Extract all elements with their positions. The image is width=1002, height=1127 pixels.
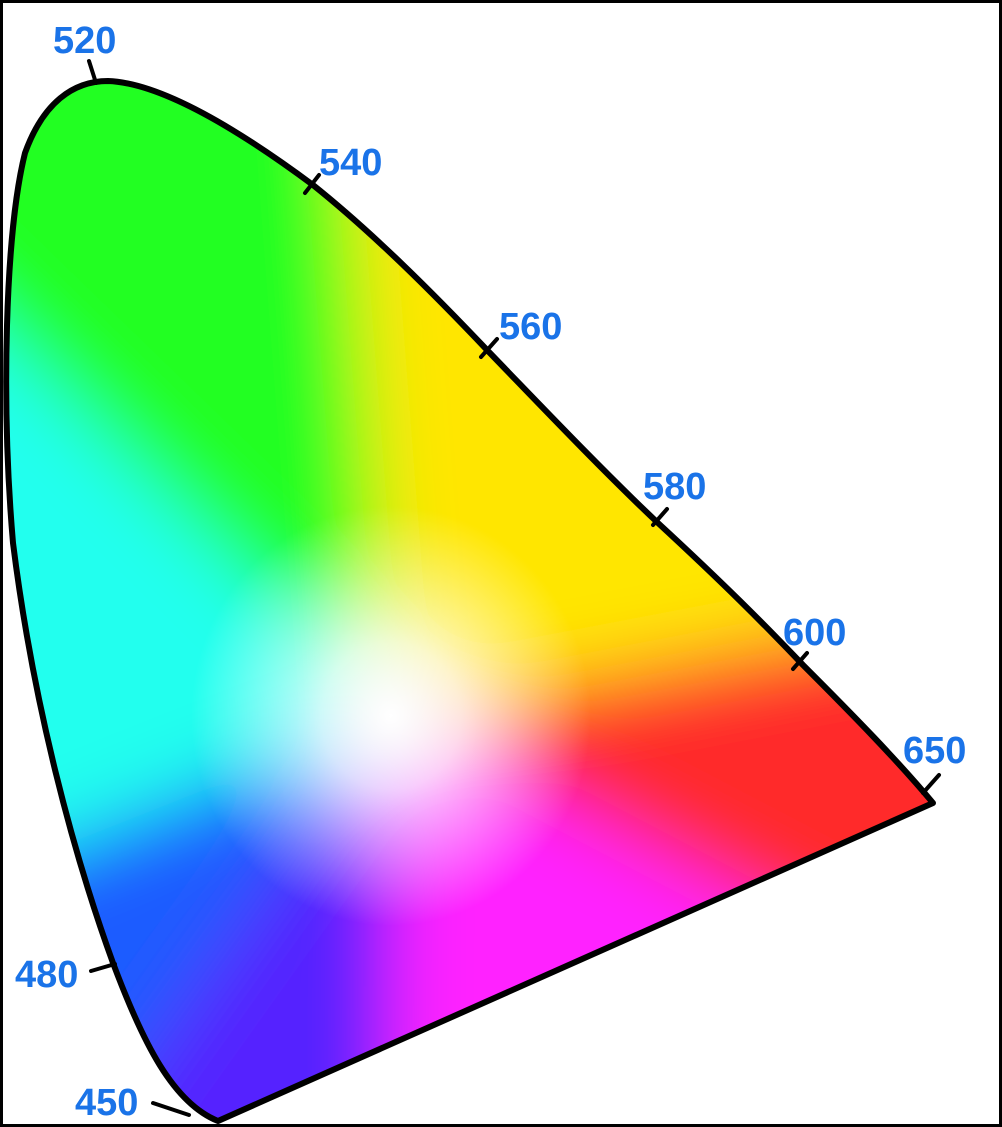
- color-fill: [6, 81, 933, 1121]
- tick-480: [89, 962, 117, 973]
- tick-560: [479, 337, 499, 359]
- white-point-glow: [191, 506, 591, 926]
- label-650: 650: [903, 730, 966, 772]
- label-600: 600: [783, 612, 846, 654]
- wedge-red-a: [391, 716, 933, 1121]
- wavelength-ticks: [87, 59, 941, 1117]
- wedge-green-a: [6, 81, 391, 716]
- wedge-green-b: [6, 81, 391, 716]
- label-540: 540: [319, 142, 382, 184]
- spectral-locus-outline: [3, 78, 936, 1124]
- label-520: 520: [53, 20, 116, 62]
- tick-580: [651, 507, 669, 527]
- tick-450: [151, 1101, 191, 1117]
- tick-540: [303, 173, 321, 195]
- chromaticity-diagram: 520 540 560 580 600 650 480 450: [3, 20, 966, 1124]
- label-560: 560: [499, 306, 562, 348]
- tick-650: [921, 773, 941, 795]
- tick-520: [87, 59, 98, 85]
- label-580: 580: [643, 466, 706, 508]
- label-480: 480: [15, 954, 78, 996]
- label-450: 450: [75, 1082, 138, 1124]
- tick-600: [791, 651, 809, 671]
- wedge-violet-a: [6, 716, 391, 1121]
